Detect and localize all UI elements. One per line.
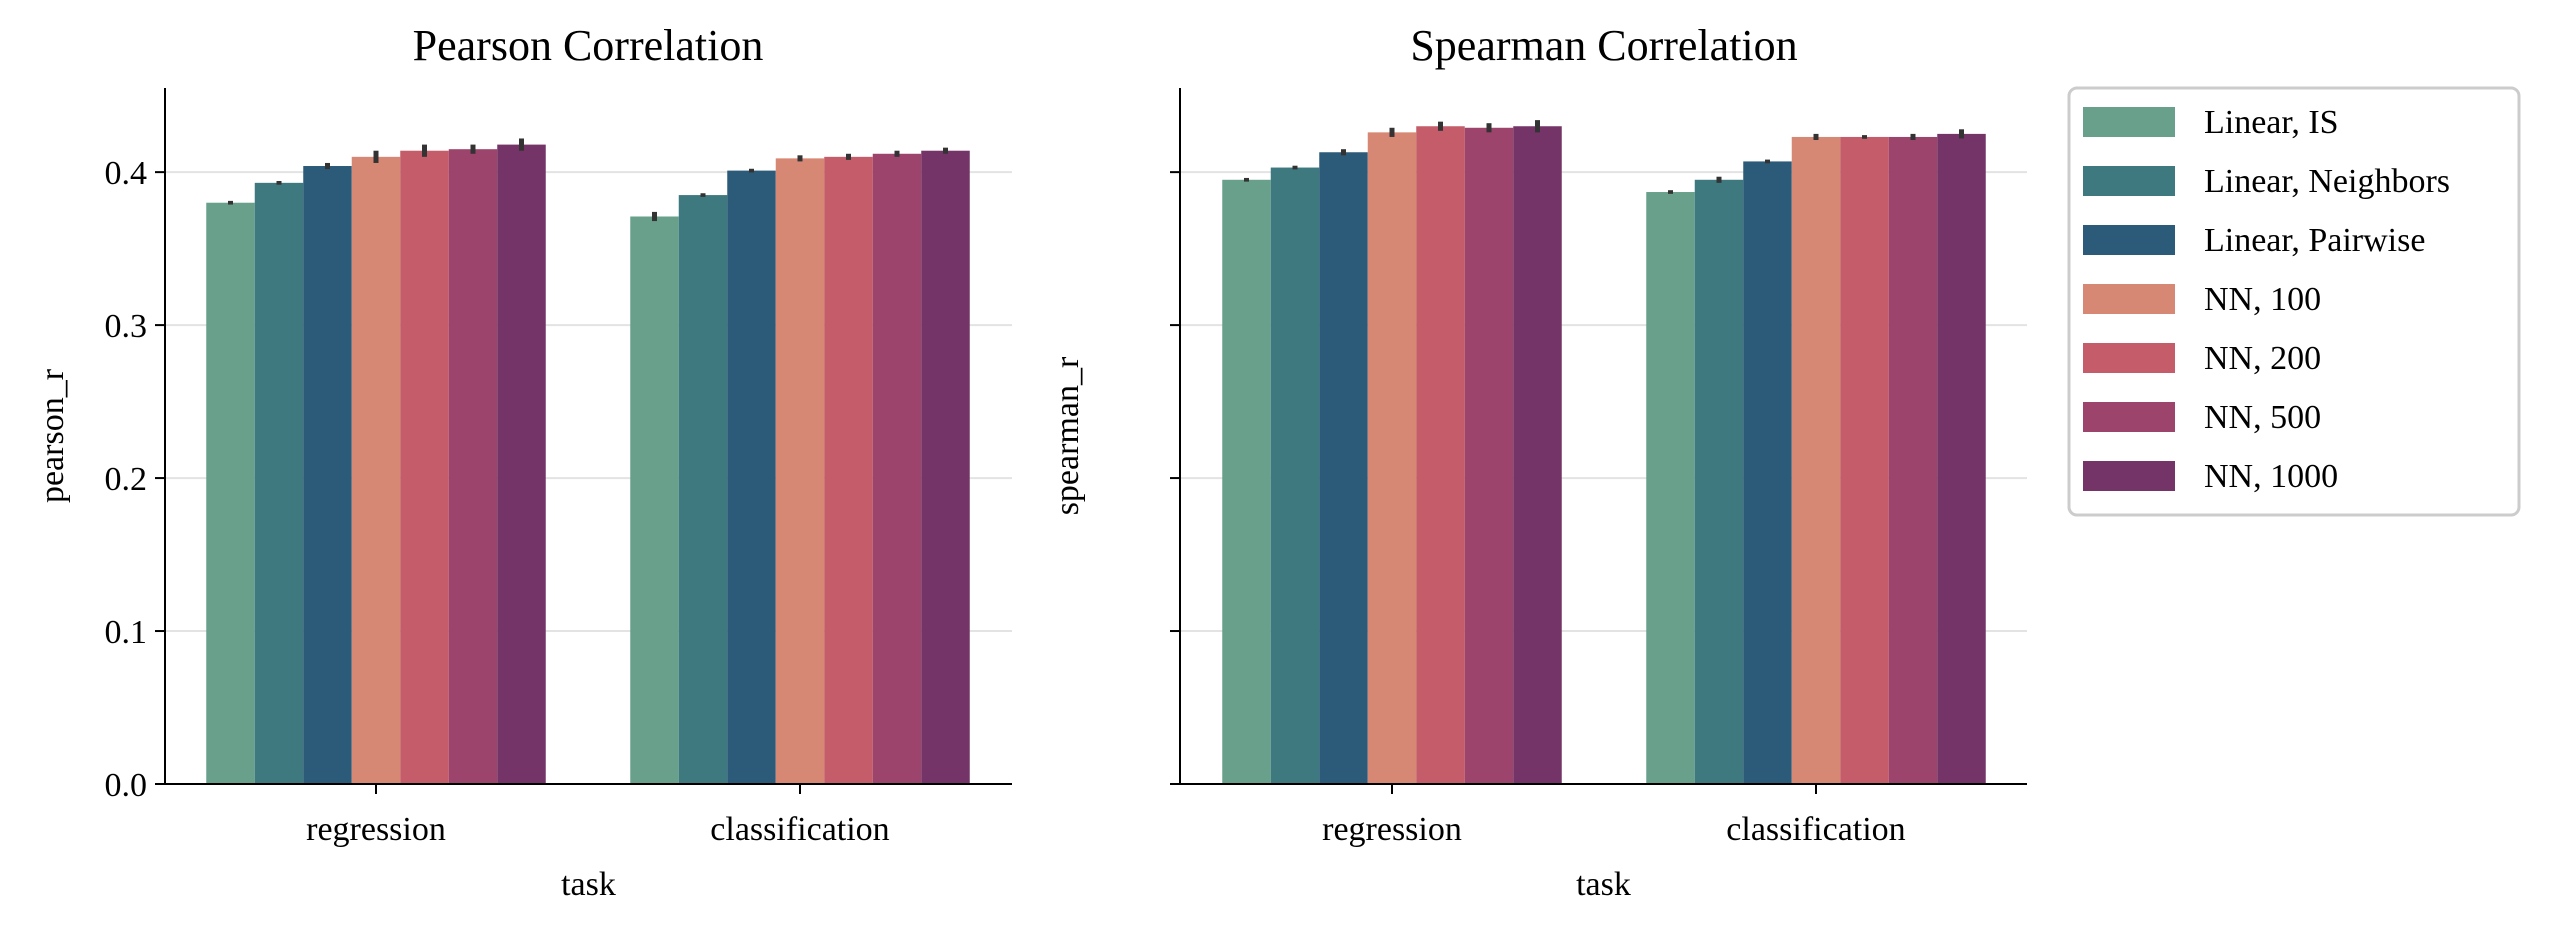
bar [1937, 133, 1986, 784]
bar [1888, 136, 1938, 784]
bar [678, 195, 728, 785]
x-axis-label: task [1576, 866, 1631, 903]
legend-swatch [2083, 166, 2175, 196]
bar [400, 150, 449, 784]
x-tick-label: classification [1726, 811, 1905, 848]
bar [1743, 161, 1792, 784]
bar [448, 149, 498, 784]
legend-swatch [2083, 343, 2175, 373]
bar [775, 158, 825, 784]
bar [1646, 192, 1695, 784]
y-axis-label: pearson_r [34, 368, 71, 503]
bar [872, 153, 922, 784]
bar [1791, 136, 1841, 784]
legend-swatch [2083, 461, 2175, 491]
bar [1840, 136, 1889, 784]
bar [1367, 132, 1417, 784]
y-tick-label: 0.4 [105, 155, 148, 192]
bar [1416, 126, 1465, 784]
x-tick-label: classification [710, 811, 889, 848]
legend-label: NN, 100 [2204, 281, 2321, 318]
bar [824, 156, 873, 785]
bar [1464, 127, 1514, 785]
x-tick-label: regression [306, 811, 446, 848]
x-tick-label: regression [1322, 811, 1462, 848]
bar [1319, 152, 1368, 784]
legend-swatch [2083, 225, 2175, 255]
legend-label: Linear, IS [2204, 104, 2339, 141]
bar [1694, 179, 1744, 784]
y-tick-label: 0.2 [105, 461, 148, 498]
legend-swatch [2083, 284, 2175, 314]
chart-title: Spearman Correlation [1410, 21, 1797, 70]
legend-label: NN, 200 [2204, 340, 2321, 377]
legend-label: Linear, Neighbors [2204, 163, 2450, 200]
y-tick-label: 0.1 [105, 614, 148, 651]
bar [630, 216, 679, 784]
bar [921, 150, 970, 784]
y-tick-label: 0.3 [105, 308, 148, 345]
legend-label: NN, 500 [2204, 399, 2321, 436]
chart-title: Pearson Correlation [413, 21, 764, 70]
bar [206, 202, 255, 784]
legend-label: Linear, Pairwise [2204, 222, 2425, 259]
y-axis-label: spearman_r [1049, 356, 1086, 515]
bar [727, 170, 776, 785]
x-axis-label: task [561, 866, 616, 903]
legend [2067, 86, 2521, 517]
bar [1513, 126, 1562, 784]
bar [497, 144, 546, 785]
legend-label: NN, 1000 [2204, 458, 2338, 495]
legend-swatch [2083, 107, 2175, 137]
bar [1270, 167, 1320, 785]
bar [1222, 179, 1271, 784]
bar [254, 182, 304, 785]
bar [303, 166, 352, 784]
y-tick-label: 0.0 [105, 767, 148, 804]
bar [351, 156, 401, 785]
legend-swatch [2083, 402, 2175, 432]
